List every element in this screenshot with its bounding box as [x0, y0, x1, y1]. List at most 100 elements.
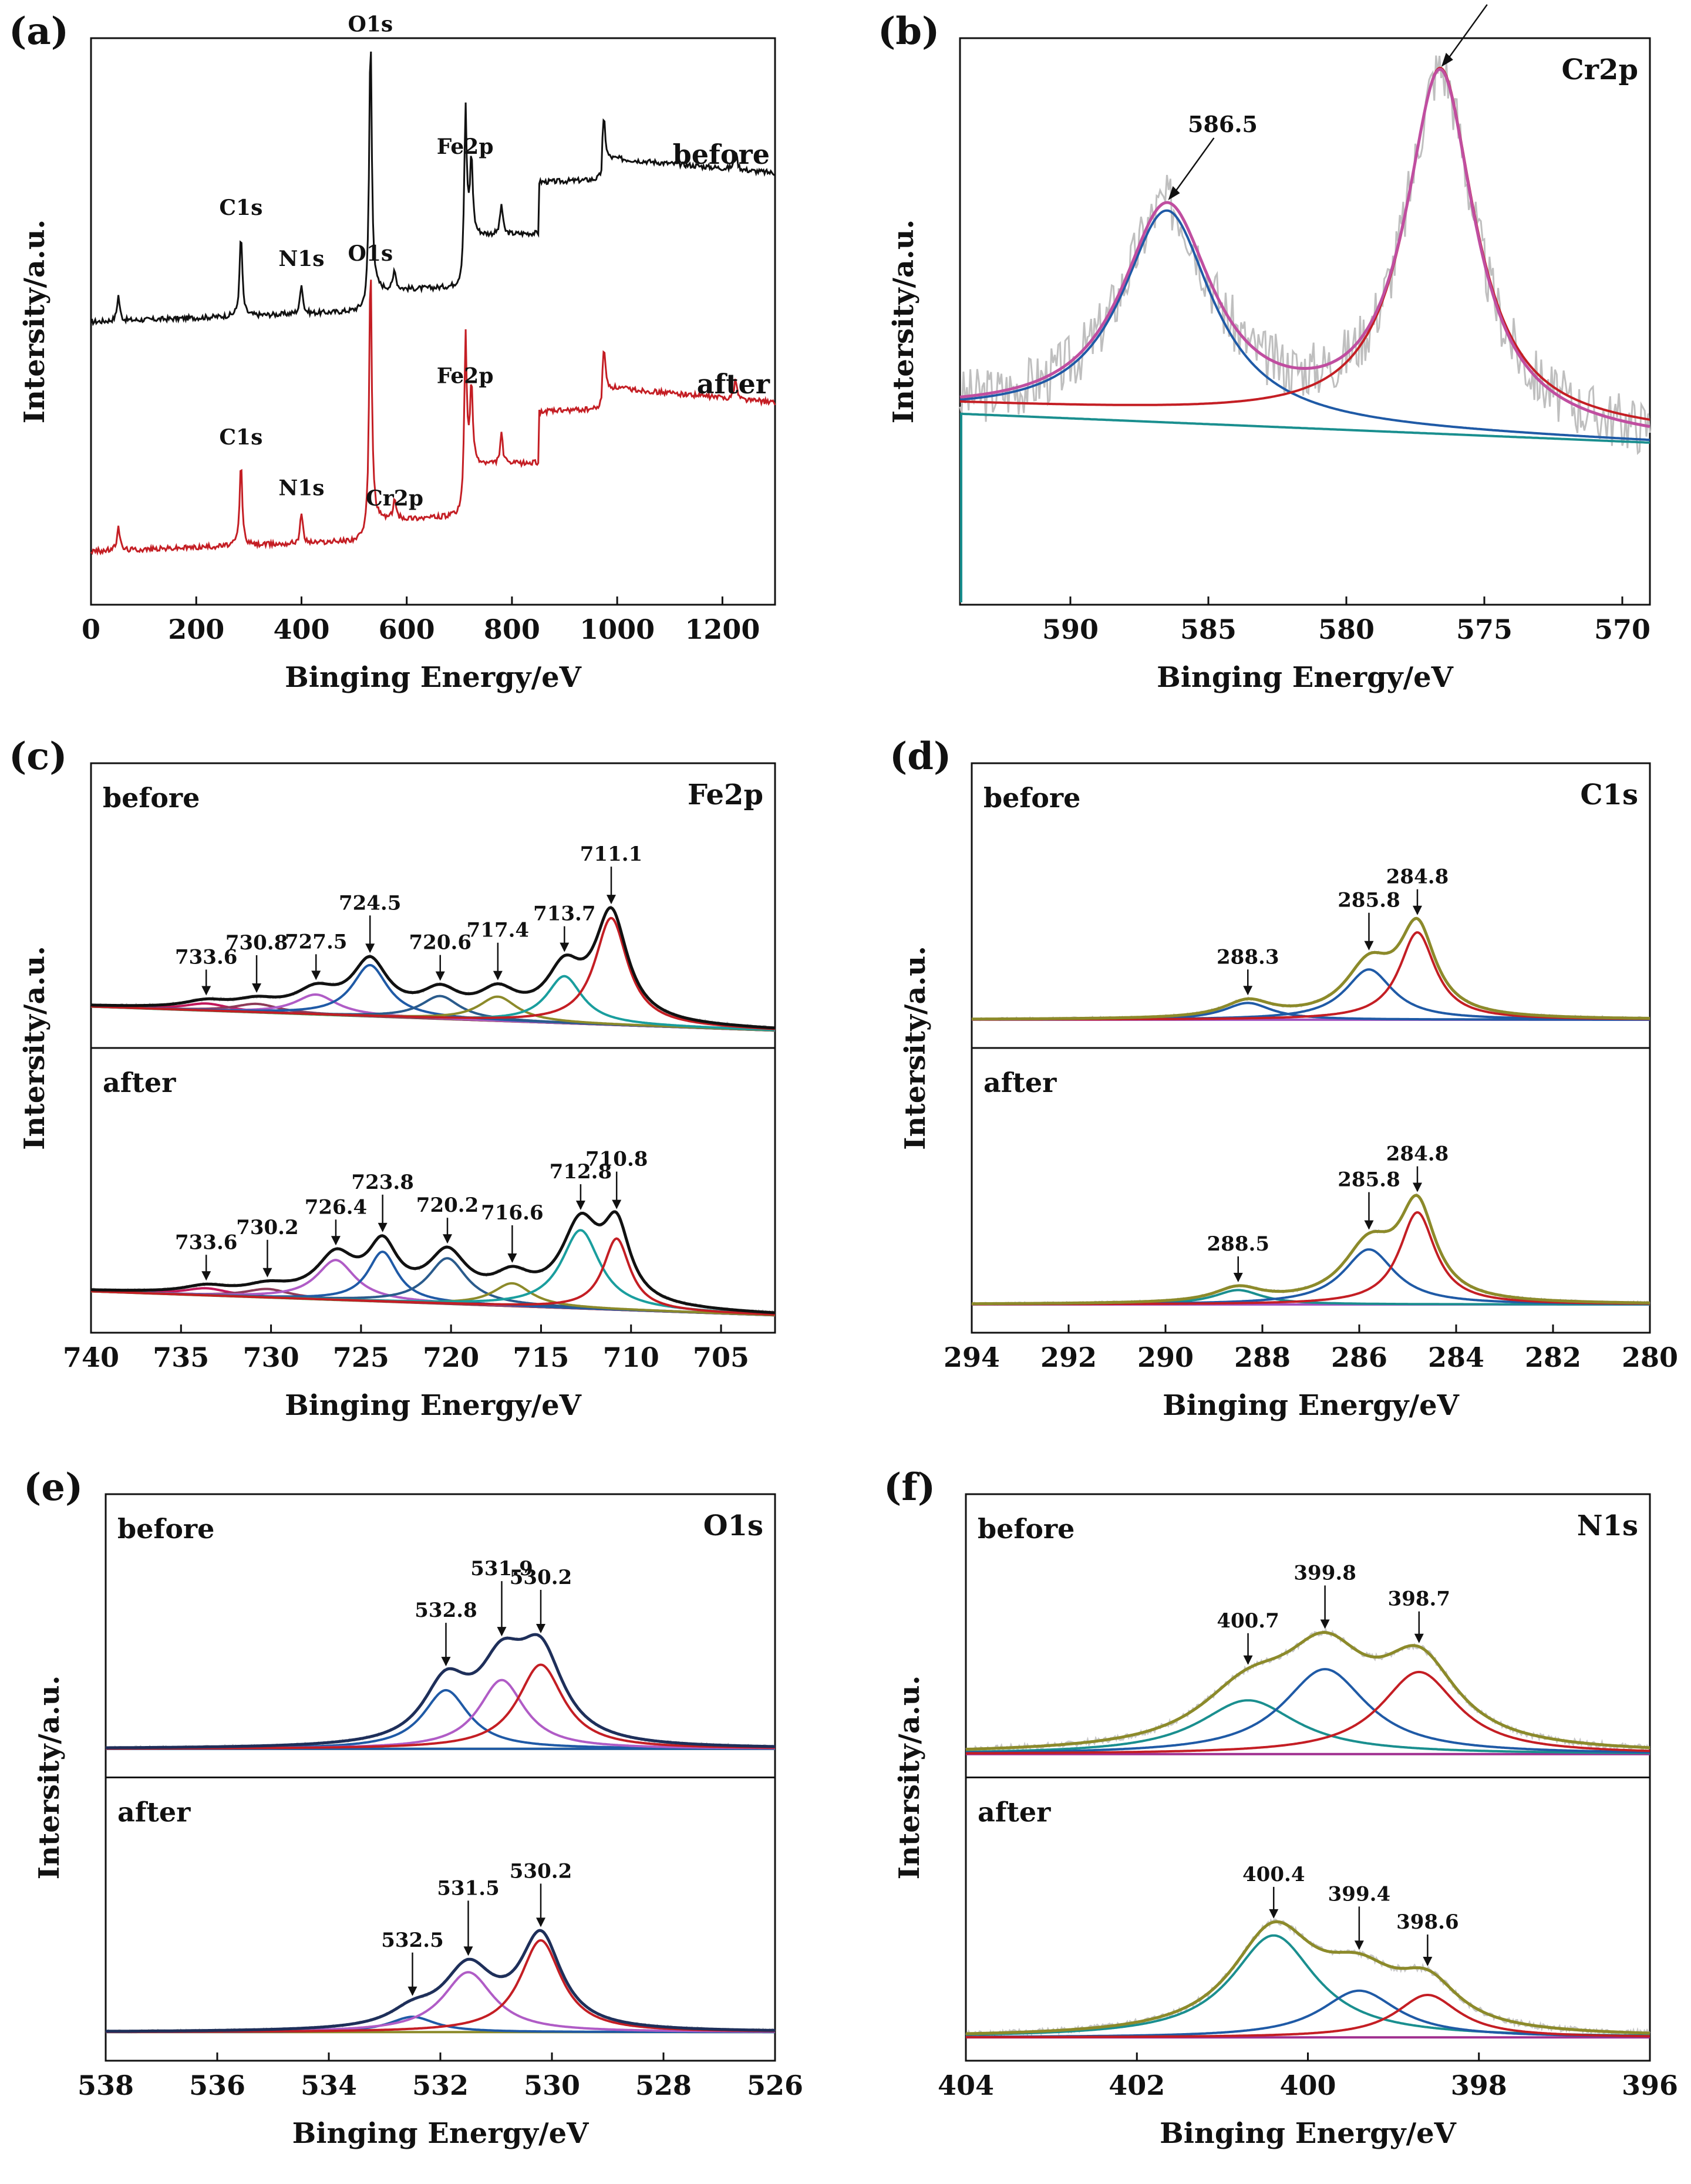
annotation-label: 398.7	[1388, 1588, 1450, 1611]
subplot-label: after	[983, 1067, 1057, 1098]
component-peak-285.8	[972, 968, 1650, 1021]
x-axis-label: Binging Energy/eV	[1160, 2117, 1457, 2150]
x-tick-label: 575	[1456, 614, 1513, 645]
envelope-line	[91, 1210, 776, 1315]
subplot-label: before	[983, 782, 1080, 814]
y-axis-label: Intersity/a.u.	[887, 220, 920, 424]
x-tick-label: 534	[301, 2070, 357, 2101]
annotation-arrowhead	[1243, 1655, 1253, 1665]
x-tick-label: 396	[1622, 2070, 1678, 2101]
annotation-label: 727.5	[285, 930, 347, 953]
x-tick-label: 715	[513, 1342, 569, 1373]
survey-line-before	[90, 51, 776, 326]
x-tick-label: 538	[78, 2070, 134, 2101]
x-tick-label: 526	[747, 2070, 803, 2101]
x-axis-label: Binging Energy/eV	[285, 1389, 582, 1422]
x-tick-label: 294	[944, 1342, 1000, 1373]
envelope-line	[106, 1633, 775, 1750]
peak-label: O1s	[348, 12, 393, 36]
x-tick-label: 286	[1331, 1342, 1387, 1373]
annotation-arrowhead	[1320, 1619, 1330, 1629]
x-tick-label: 292	[1040, 1342, 1097, 1373]
annotation-label: 532.8	[415, 1599, 477, 1622]
annotation-label: 730.8	[225, 931, 288, 955]
x-axis-label: Binging Energy/eV	[292, 2117, 590, 2150]
subplot-label: before	[978, 1513, 1074, 1545]
annotation-label: 285.8	[1338, 1168, 1400, 1192]
panel-label: (b)	[878, 9, 939, 53]
annotation-arrowhead	[1364, 1220, 1374, 1230]
annotation-arrowhead	[262, 1268, 272, 1278]
x-tick-label: 288	[1234, 1342, 1291, 1373]
subplot-label: after	[117, 1797, 191, 1828]
x-tick-label: 585	[1180, 614, 1237, 645]
annotation-arrowhead	[1269, 1909, 1279, 1919]
peak-label: Fe2p	[437, 134, 494, 159]
panel-title: N1s	[1577, 1509, 1638, 1542]
annotation-label: 710.8	[585, 1148, 648, 1171]
component-peak-530.2	[106, 1663, 775, 1750]
component-peak-399.8	[965, 1668, 1650, 1754]
annotation-label: 712.8	[550, 1160, 612, 1184]
annotation-arrowhead	[331, 1236, 341, 1246]
panel-label: (c)	[9, 734, 68, 778]
annotation-label: 733.6	[175, 1231, 237, 1254]
x-tick-label: 536	[189, 2070, 245, 2101]
envelope-line	[972, 916, 1650, 1021]
x-axis-label: Binging Energy/eV	[1157, 661, 1454, 694]
annotation-arrowhead	[378, 1222, 388, 1232]
x-tick-label: 570	[1594, 614, 1650, 645]
annotation-label: 720.6	[409, 931, 471, 955]
annotation-label: 530.2	[510, 1566, 572, 1589]
component-peak-531.9	[106, 1688, 775, 1750]
series-label-after: after	[697, 368, 770, 400]
annotation-label: 284.8	[1386, 865, 1449, 889]
annotation-arrowhead	[252, 983, 262, 993]
subplot-label: before	[103, 782, 200, 814]
component-peak-713.7	[90, 975, 776, 1032]
annotation-arrowhead	[507, 1253, 517, 1263]
x-tick-label: 600	[379, 614, 435, 645]
peak-label: C1s	[219, 196, 262, 220]
panel-title: Cr2p	[1562, 53, 1638, 86]
raw-data-line	[971, 916, 1650, 1022]
annotation-arrowhead	[536, 1623, 545, 1633]
panel-frame	[959, 37, 1651, 606]
peak-label: Cr2p	[366, 486, 423, 511]
series-label-before: before	[673, 139, 770, 170]
panel-e: 538 536 534 532 530 528 526 (e) Binging Energy/e…	[23, 1465, 803, 2150]
x-tick-label: 530	[524, 2070, 580, 2101]
y-axis-label: Intersity/a.u.	[18, 220, 51, 424]
x-tick-label: 705	[693, 1342, 749, 1373]
component-peak-285.8	[972, 1248, 1650, 1306]
x-tick-label: 284	[1428, 1342, 1484, 1373]
annotation-arrowhead	[1423, 1957, 1433, 1967]
annotation-arrowhead	[575, 1201, 585, 1211]
peak-label: N1s	[278, 247, 324, 271]
annotation-label: 288.5	[1207, 1232, 1269, 1256]
subplot-label: after	[103, 1067, 176, 1098]
x-tick-label: 404	[938, 2070, 994, 2101]
raw-data-line	[971, 1193, 1650, 1306]
annotation-arrowhead	[201, 1271, 211, 1281]
panel-label: (e)	[23, 1465, 83, 1509]
panel-frame	[90, 37, 776, 606]
envelope-line	[972, 1194, 1650, 1306]
envelope-line	[105, 1929, 776, 2033]
annotation-arrowhead	[1413, 905, 1422, 915]
x-tick-label: 400	[273, 614, 329, 645]
panel-f: 404 402 400 398 396 (f) Binging Energy/eV Inter…	[884, 1465, 1678, 2150]
annotation-arrow	[1444, 4, 1488, 64]
component-peak-398.7	[966, 1670, 1650, 1755]
envelope-line	[91, 906, 776, 1030]
x-tick-label: 1000	[580, 614, 655, 645]
annotation-label: 399.8	[1293, 1562, 1356, 1585]
x-tick-label: 735	[153, 1342, 209, 1373]
annotation-label: 733.6	[175, 945, 237, 969]
annotation-arrowhead	[311, 970, 321, 980]
component-peak-284.8	[972, 1211, 1650, 1306]
x-tick-label: 400	[1279, 2070, 1336, 2101]
